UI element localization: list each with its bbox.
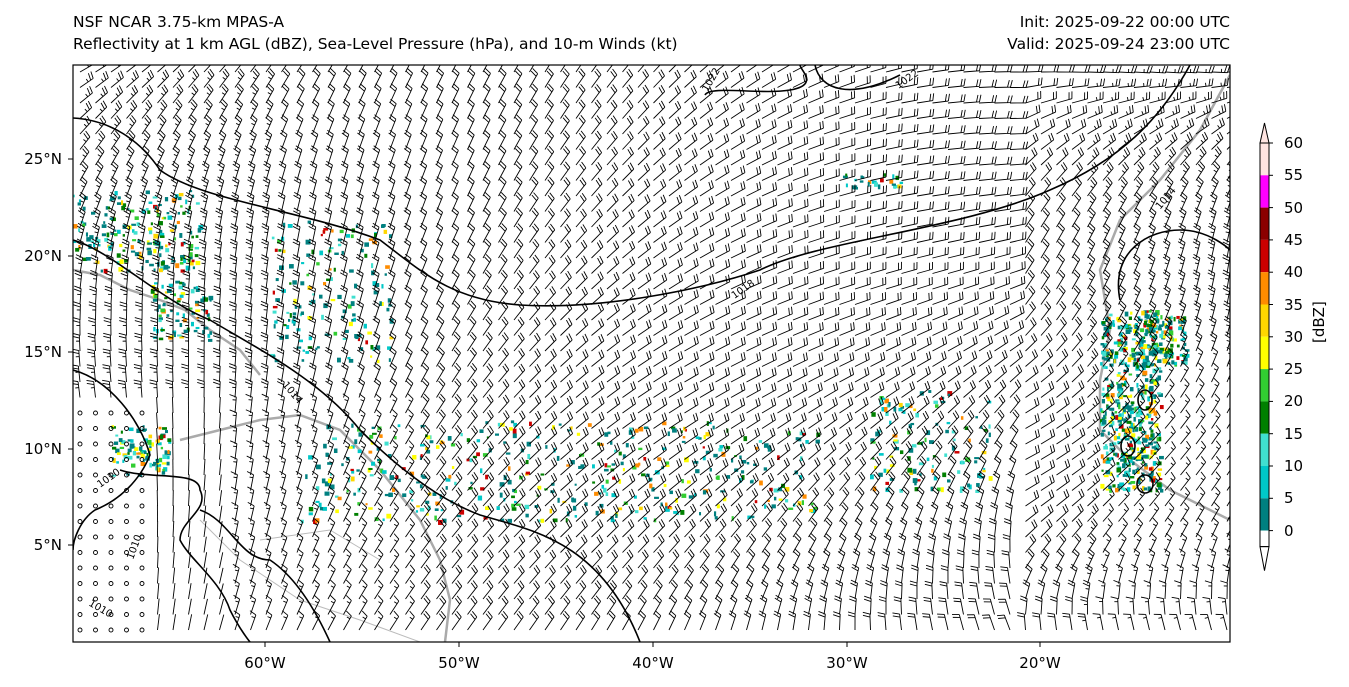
colorbar-unit: [dBZ] [1310,301,1328,343]
colorbar-below-zero [1260,530,1269,547]
colorbar-tick-label: 30 [1284,327,1304,346]
lat-label: 20°N [24,247,62,265]
lon-label: 60°W [244,654,286,672]
wind-barbs [73,65,1230,633]
lon-label: 40°W [632,654,674,672]
colorbar-tick-label: 40 [1284,263,1304,282]
colorbar-segment [1260,466,1269,499]
lat-label: 25°N [24,150,62,168]
colorbar [1259,122,1273,571]
colorbar-tick-label: 50 [1284,198,1304,217]
colorbar-segment [1260,272,1269,305]
colorbar-tick-label: 20 [1284,392,1304,411]
lat-label: 10°N [24,440,62,458]
map-frame [72,64,1231,643]
lon-label: 50°W [438,654,480,672]
colorbar-segment [1260,304,1269,337]
isobar-label: 1010 [87,598,115,620]
lon-label: 20°W [1019,654,1061,672]
colorbar-segment [1260,336,1269,370]
valid-time: Valid: 2025-09-24 23:00 UTC [1007,35,1230,53]
colorbar-segment [1260,239,1269,273]
colorbar-tick-label: 10 [1284,457,1304,475]
coastlines [73,74,1230,642]
colorbar-segment [1260,175,1269,208]
isobars [73,65,1230,642]
isobar-label: 1010 [95,467,122,491]
isobar-label: 1018 [730,278,757,302]
colorbar-extend-max [1259,122,1270,144]
colorbar-tick-label: 15 [1284,424,1304,443]
fields-title: Reflectivity at 1 km AGL (dBZ), Sea-Leve… [73,35,678,53]
colorbar-frame [1259,142,1270,548]
colorbar-segment [1260,143,1269,176]
colorbar-segment [1260,433,1269,466]
lon-label: 30°W [826,654,868,672]
colorbar-segment [1260,369,1269,402]
colorbar-tick-label: 45 [1284,230,1304,249]
isobar-label: 1022 [894,68,921,92]
model-title: NSF NCAR 3.75-km MPAS-A [73,13,285,31]
colorbar-segment [1260,207,1269,240]
init-time: Init: 2025-09-22 00:00 UTC [1019,13,1230,31]
colorbar-segment [1260,401,1269,434]
colorbar-tick-label: 35 [1284,295,1304,314]
colorbar-segment [1260,498,1269,531]
colorbar-tick-label: 55 [1284,166,1304,185]
colorbar-tick-label: 25 [1284,360,1304,379]
colorbar-tick-label: 0 [1284,521,1294,540]
colorbar-tick-label: 5 [1284,489,1294,508]
lat-label: 5°N [33,536,62,554]
colorbar-extend-min [1259,546,1270,571]
colorbar-tick-label: 60 [1284,134,1304,152]
lat-label: 15°N [24,343,62,361]
